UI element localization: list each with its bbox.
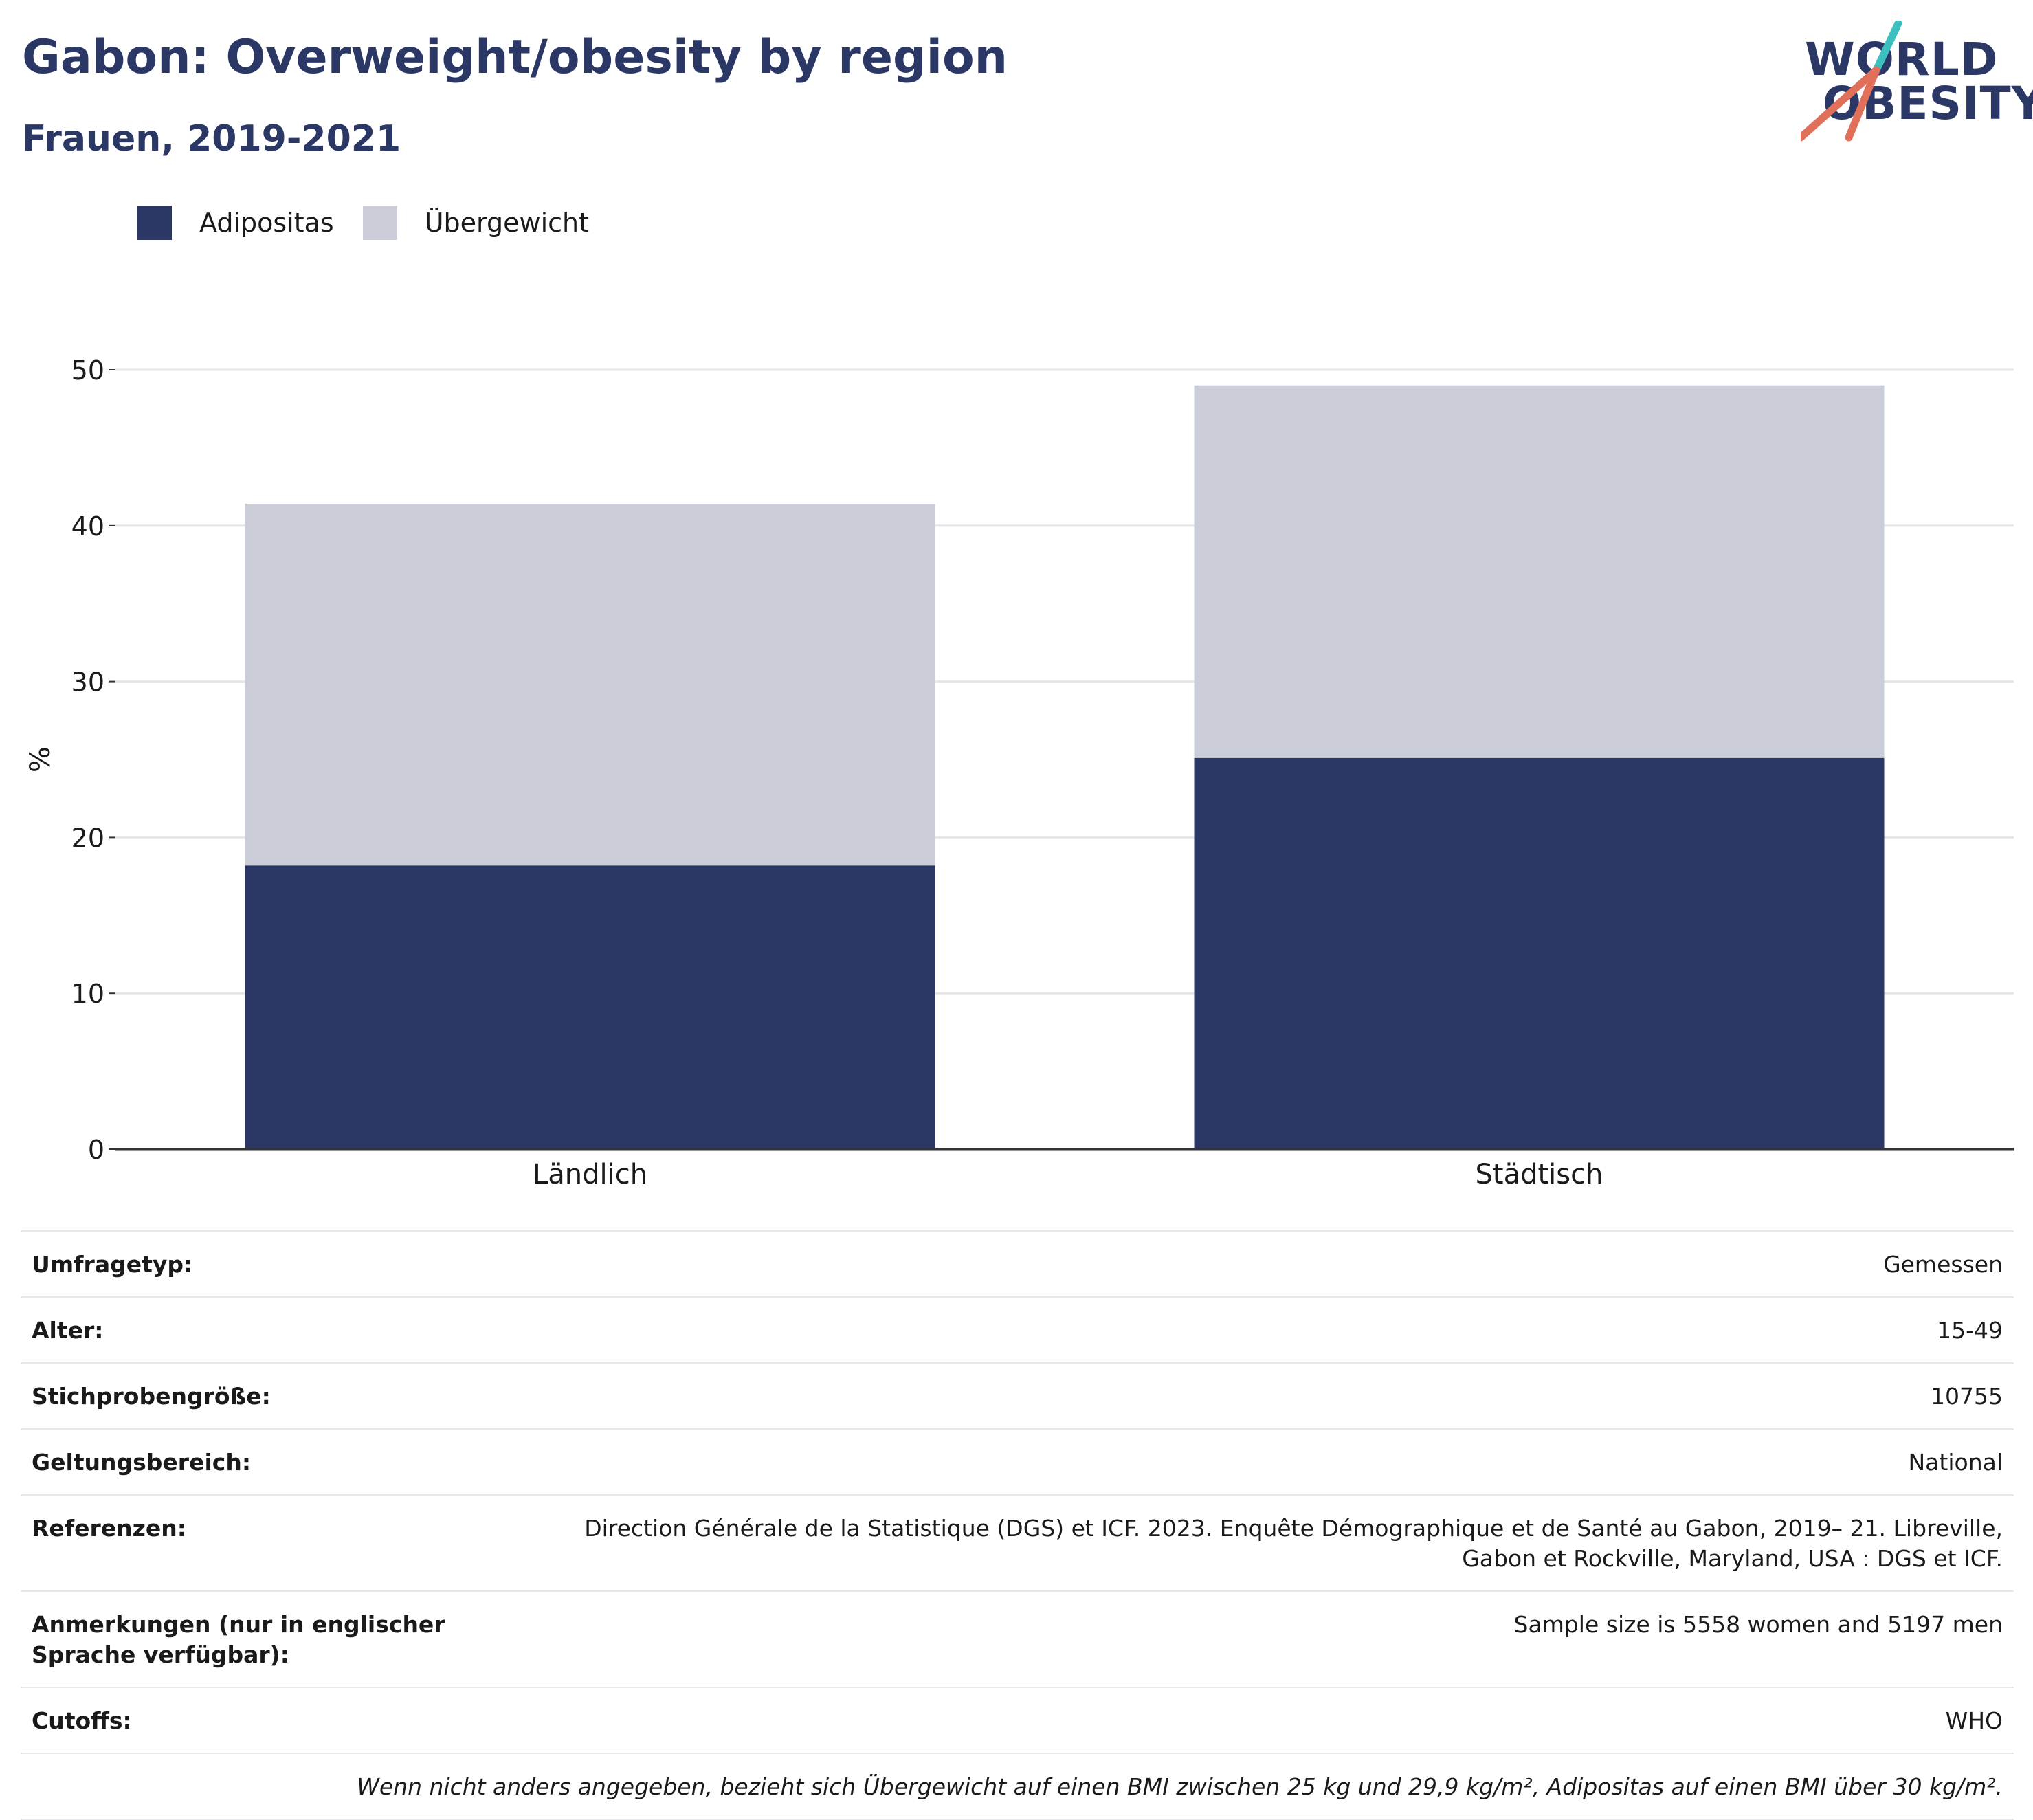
bar-bergewicht-1 — [1194, 385, 1885, 758]
world-obesity-logo: WORLD OBESITY — [1801, 21, 2033, 144]
y-tick-label: 30 — [71, 667, 104, 698]
meta-key: Geltungsbereich: — [32, 1449, 252, 1476]
meta-value: Gemessen — [1883, 1251, 2003, 1278]
meta-value: Direction Générale de la Statistique (DG… — [584, 1515, 2003, 1572]
meta-row-cutoffs: Cutoffs: WHO — [21, 1687, 2014, 1753]
meta-row-anmerkungen: Anmerkungen (nur in englischer Sprache v… — [21, 1590, 2014, 1687]
y-tick-label: 0 — [88, 1135, 104, 1165]
y-tick-label: 10 — [71, 979, 104, 1009]
x-tick-label: Ländlich — [533, 1159, 647, 1190]
legend-swatch-adipositas — [137, 206, 172, 240]
y-axis-label: % — [25, 746, 56, 773]
chart-subtitle: Frauen, 2019-2021 — [22, 118, 401, 159]
meta-footnote: Wenn nicht anders angegeben, bezieht sic… — [357, 1773, 2003, 1800]
bar-adipositas-1 — [1194, 757, 1885, 1149]
bar-bergewicht-0 — [245, 504, 935, 866]
y-tick-label: 50 — [71, 355, 104, 386]
meta-key: Referenzen: — [32, 1515, 186, 1542]
legend-item-adipositas[interactable]: Adipositas — [137, 206, 334, 240]
chart-legend: Adipositas Übergewicht — [137, 203, 618, 242]
meta-value: WHO — [1945, 1707, 2003, 1734]
meta-value: Sample size is 5558 women and 5197 men — [1513, 1611, 2003, 1638]
meta-value: National — [1908, 1449, 2003, 1476]
meta-row-stichprobengroesse: Stichprobengröße: 10755 — [21, 1362, 2014, 1428]
meta-row-geltungsbereich: Geltungsbereich: National — [21, 1428, 2014, 1494]
meta-key: Anmerkungen (nur in englischer Sprache v… — [32, 1611, 445, 1668]
meta-key: Umfragetyp: — [32, 1251, 193, 1278]
bar-adipositas-0 — [245, 865, 935, 1149]
x-tick-label: Städtisch — [1476, 1159, 1603, 1190]
legend-swatch-uebergewicht — [362, 206, 397, 240]
meta-key: Cutoffs: — [32, 1707, 132, 1734]
legend-item-uebergewicht[interactable]: Übergewicht — [362, 206, 589, 240]
meta-key: Alter: — [32, 1317, 104, 1344]
y-tick-label: 20 — [71, 823, 104, 853]
metadata-table: Umfragetyp: Gemessen Alter: 15-49 Stichp… — [21, 1230, 2014, 1820]
meta-row-referenzen: Referenzen: Direction Générale de la Sta… — [21, 1494, 2014, 1590]
chart-title: Gabon: Overweight/obesity by region — [22, 30, 1008, 85]
legend-label-uebergewicht: Übergewicht — [424, 208, 589, 238]
bar-chart: 0 10 20 30 40 50% Ländlich Städtisch — [25, 355, 2014, 1190]
legend-label-adipositas: Adipositas — [199, 208, 334, 238]
logo-line-1: WORLD — [1805, 33, 1999, 86]
meta-key: Stichprobengröße: — [32, 1383, 271, 1410]
meta-row-umfragetyp: Umfragetyp: Gemessen — [21, 1230, 2014, 1296]
meta-value: 15-49 — [1937, 1317, 2003, 1344]
meta-row-alter: Alter: 15-49 — [21, 1296, 2014, 1362]
meta-footnote-row: Wenn nicht anders angegeben, bezieht sic… — [21, 1753, 2014, 1820]
logo-slash-icon — [1801, 21, 1902, 142]
y-tick-label: 40 — [71, 511, 104, 542]
meta-value: 10755 — [1931, 1383, 2003, 1410]
